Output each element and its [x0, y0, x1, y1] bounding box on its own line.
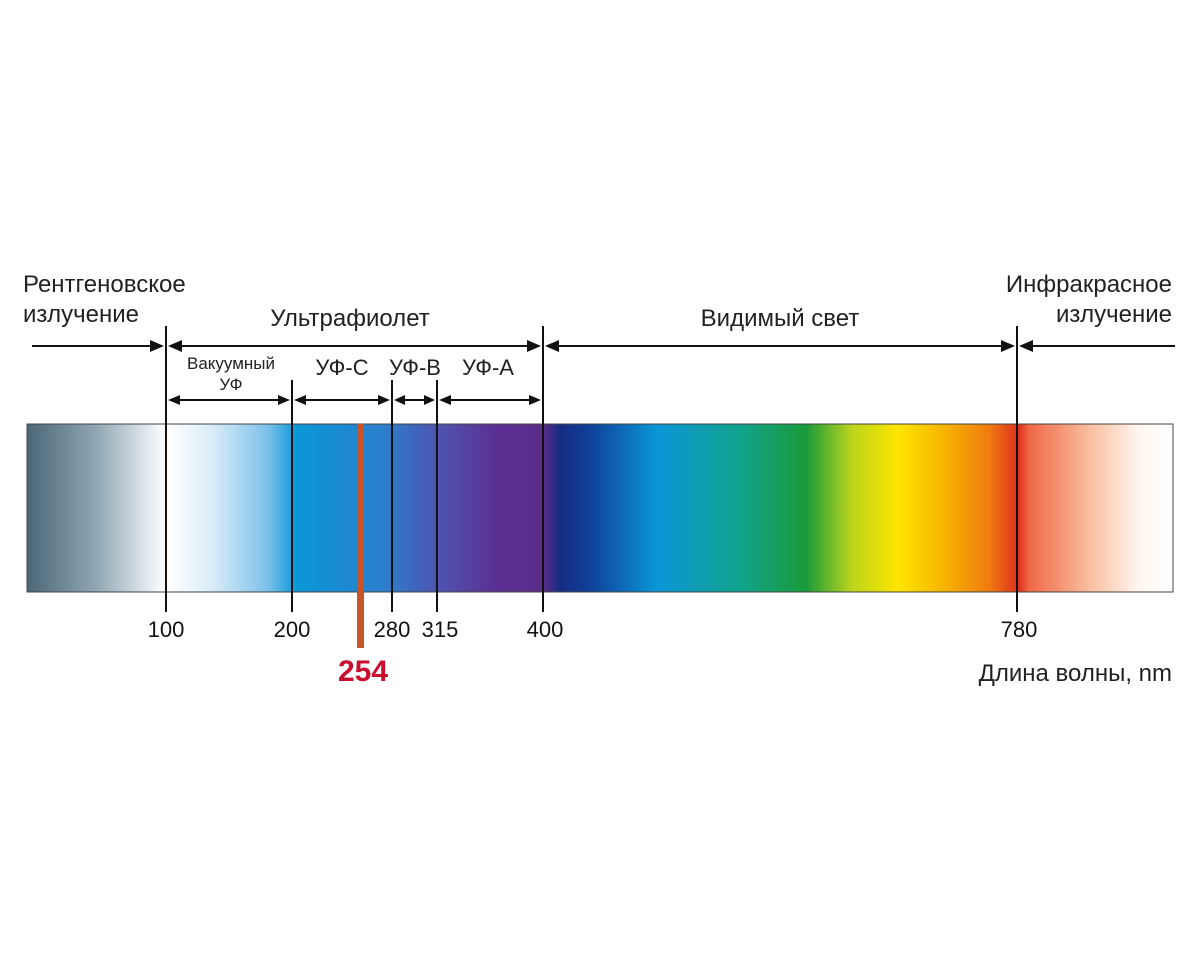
vacuum-uv-arrow-head-right — [278, 395, 290, 405]
visible-label: Видимый свет — [701, 305, 860, 332]
tick-400: 400 — [527, 617, 564, 642]
uva-arrow-head-right — [529, 395, 541, 405]
tick-200: 200 — [274, 617, 311, 642]
highlight-254-bar — [357, 424, 364, 648]
tick-780: 780 — [1001, 617, 1038, 642]
xray-arrow-head — [150, 340, 164, 352]
region-arrows — [32, 340, 1175, 352]
highlight-254-label: 254 — [338, 655, 388, 688]
ir-arrow-head — [1019, 340, 1033, 352]
uv-label: Ультрафиолет — [270, 305, 429, 332]
uvc-arrow-head-left — [294, 395, 306, 405]
uvb-arrow-head-left — [394, 395, 405, 405]
uvb-arrow-head-right — [424, 395, 435, 405]
uvc-arrow-head-right — [378, 395, 390, 405]
vacuum-uv-label-line2: УФ — [219, 375, 242, 394]
vacuum-uv-arrow-head-left — [168, 395, 180, 405]
xray-label-line2: излучение — [23, 301, 139, 328]
visible-arrow-head-right — [1001, 340, 1015, 352]
uv-arrow-head-right — [527, 340, 541, 352]
boundary-lines — [165, 326, 1018, 612]
uvb-label: УФ-В — [389, 355, 441, 380]
uva-label: УФ-А — [462, 355, 514, 380]
infrared-label-line2: излучение — [1056, 301, 1172, 328]
xray-label-line1: Рентгеновское — [23, 271, 186, 298]
tick-280: 280 — [374, 617, 411, 642]
uvc-label: УФ-С — [315, 355, 368, 380]
vacuum-uv-label-line1: Вакуумный — [187, 354, 275, 373]
visible-arrow-head-left — [545, 340, 559, 352]
infrared-label-line1: Инфракрасное — [1006, 271, 1172, 298]
uv-arrow-head-left — [168, 340, 182, 352]
uv-band-arrows — [168, 395, 541, 405]
tick-315: 315 — [422, 617, 459, 642]
wavelength-axis-label: Длина волны, nm — [979, 660, 1172, 687]
spectrum-band — [26, 423, 1174, 593]
tick-100: 100 — [148, 617, 185, 642]
uva-arrow-head-left — [439, 395, 451, 405]
